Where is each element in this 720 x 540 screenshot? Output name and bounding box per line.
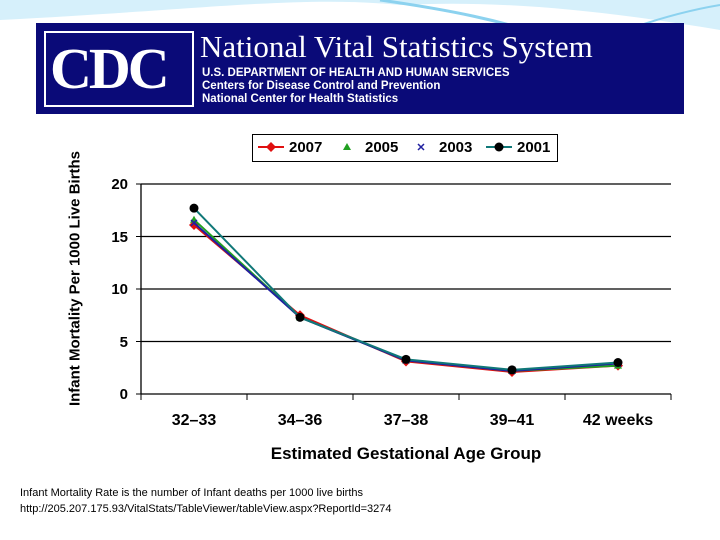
data-point-2001: [507, 365, 517, 375]
legend-2005: 2005: [365, 139, 399, 156]
series-line-2003: [193, 222, 619, 372]
banner-line-1: U.S. DEPARTMENT OF HEALTH AND HUMAN SERV…: [202, 67, 510, 79]
legend-marker-2007: [266, 142, 276, 152]
data-point-2005: [190, 215, 198, 223]
x-tick: 42 weeks: [582, 412, 654, 429]
data-point-2001: [613, 358, 623, 367]
x-tick: 32–33: [171, 412, 217, 429]
y-tick: 5: [119, 334, 128, 351]
banner-line-2: Centers for Disease Control and Preventi…: [202, 80, 441, 92]
legend-marker-2005: [343, 143, 351, 150]
legend-marker-2003: [417, 143, 425, 151]
source-url: http://205.207.175.93/VitalStats/TableVi…: [20, 503, 392, 515]
data-point-2003: [190, 219, 198, 227]
legend-2001: 2001: [517, 139, 551, 156]
y-tick: 0: [119, 386, 128, 403]
y-tick: 20: [111, 176, 128, 193]
chart-legend: 2007 2005 2003 2001: [252, 134, 558, 162]
x-tick: 37–38: [383, 412, 429, 429]
data-point-2001: [189, 203, 199, 213]
series-line-2005: [193, 218, 619, 372]
data-point-2001: [295, 312, 305, 322]
y-tick: 10: [111, 281, 128, 298]
cdc-logo: CDC: [44, 31, 194, 107]
banner-title: National Vital Statistics System: [200, 29, 593, 64]
data-point-2001: [401, 354, 411, 364]
x-tick: 39–41: [489, 412, 535, 429]
x-axis-label: Estimated Gestational Age Group: [270, 444, 542, 463]
legend-2007: 2007: [289, 139, 323, 156]
definition-note: Infant Mortality Rate is the number of I…: [20, 487, 364, 499]
banner-line-3: National Center for Health Statistics: [202, 93, 399, 105]
x-tick: 34–36: [277, 412, 323, 429]
legend-2003: 2003: [439, 139, 473, 156]
series-line-2007: [193, 224, 619, 373]
y-tick: 15: [111, 229, 128, 246]
legend-marker-2001: [494, 142, 504, 152]
cdc-banner: CDC National Vital Statistics System U.S…: [36, 23, 684, 114]
logo-text: CDC: [50, 36, 170, 101]
